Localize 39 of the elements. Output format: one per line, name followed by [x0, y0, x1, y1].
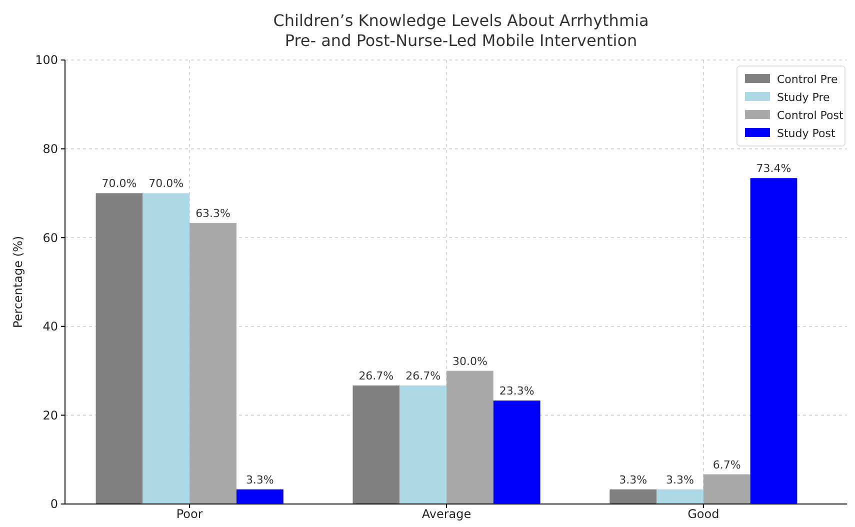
bar	[142, 193, 190, 504]
bar	[352, 385, 400, 504]
chart-title: Children’s Knowledge Levels About Arrhythmia Pre- and Post-Nurse-Led Mobile Intervention	[273, 11, 649, 50]
data-label: 70.0%	[148, 177, 184, 190]
x-tick-label: Poor	[176, 507, 203, 521]
y-tick-label: 20	[42, 408, 58, 422]
bar	[493, 400, 540, 504]
legend-label: Study Post	[777, 126, 836, 140]
y-tick-label: 40	[42, 320, 58, 334]
bar	[656, 489, 704, 504]
x-tick-label: Average	[422, 507, 472, 521]
bar	[236, 489, 284, 504]
data-label: 6.7%	[712, 458, 741, 472]
data-label: 30.0%	[452, 354, 488, 368]
bar	[446, 370, 494, 504]
data-label: 73.4%	[756, 162, 792, 176]
legend-label: Control Post	[777, 108, 844, 122]
bar	[190, 222, 236, 504]
legend-label: Study Pre	[777, 90, 830, 104]
bar	[610, 489, 657, 504]
bar	[96, 193, 143, 504]
data-label: 3.3%	[619, 473, 648, 486]
bar	[703, 474, 750, 504]
data-label: 3.3%	[666, 473, 694, 486]
data-label: 63.3%	[196, 206, 231, 220]
x-tick-label: Good	[688, 507, 720, 521]
y-tick-label: 80	[42, 142, 58, 156]
data-label: 3.3%	[246, 473, 274, 486]
y-tick-label: 100	[35, 53, 58, 68]
y-tick-label: 0	[50, 497, 58, 512]
legend-label: Control Pre	[777, 72, 838, 86]
data-label: 23.3%	[499, 384, 534, 398]
data-label: 26.7%	[406, 369, 441, 382]
data-label: 26.7%	[358, 369, 394, 382]
bar	[400, 385, 446, 504]
y-axis-title: Percentage (%)	[11, 236, 25, 328]
bar	[750, 178, 798, 504]
data-label: 70.0%	[102, 177, 137, 190]
y-tick-label: 60	[42, 230, 58, 245]
